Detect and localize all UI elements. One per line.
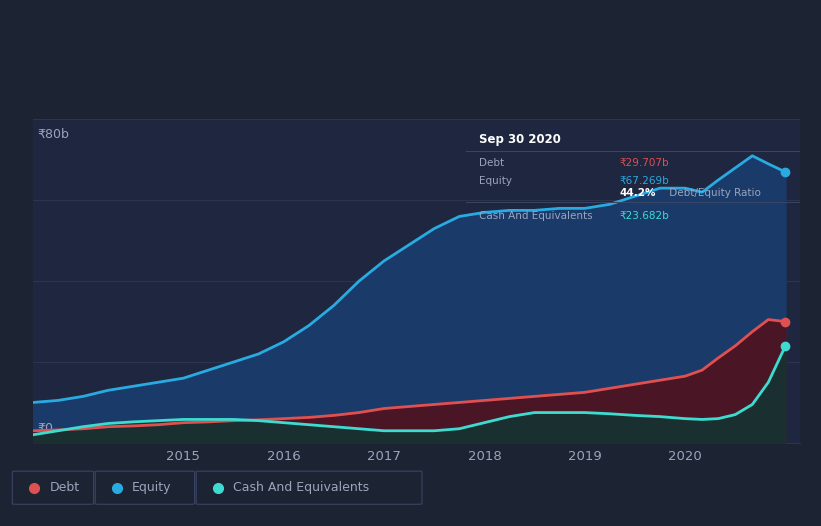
- Text: Cash And Equivalents: Cash And Equivalents: [233, 481, 369, 494]
- Text: Debt/Equity Ratio: Debt/Equity Ratio: [667, 188, 761, 198]
- Text: Debt: Debt: [49, 481, 80, 494]
- Text: ₹80b: ₹80b: [38, 127, 69, 140]
- Text: 44.2%: 44.2%: [620, 188, 656, 198]
- Text: Debt: Debt: [479, 158, 504, 168]
- Text: ₹0: ₹0: [38, 422, 53, 435]
- Text: ₹29.707b: ₹29.707b: [620, 158, 669, 168]
- Text: ₹67.269b: ₹67.269b: [620, 176, 669, 186]
- Text: ₹23.682b: ₹23.682b: [620, 211, 669, 221]
- Text: Sep 30 2020: Sep 30 2020: [479, 133, 561, 146]
- Text: Cash And Equivalents: Cash And Equivalents: [479, 211, 593, 221]
- Text: Equity: Equity: [479, 176, 512, 186]
- Text: Equity: Equity: [132, 481, 172, 494]
